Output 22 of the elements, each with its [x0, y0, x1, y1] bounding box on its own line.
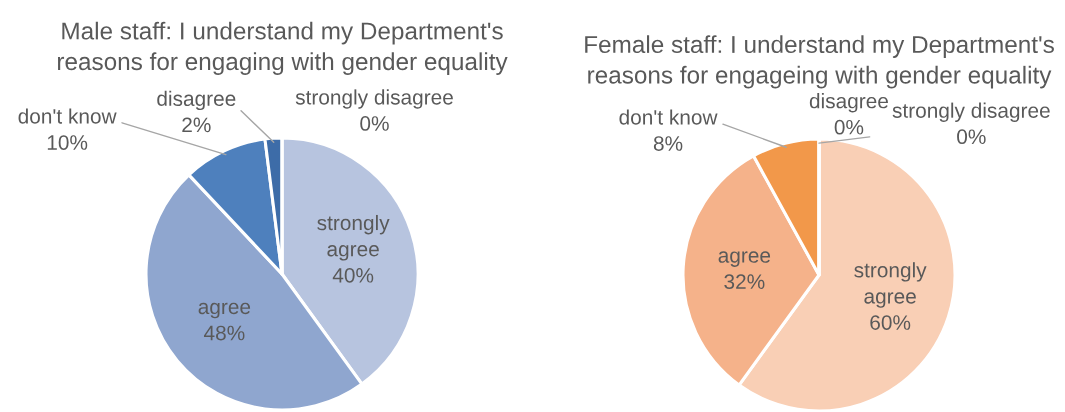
slice-label: don't know [18, 108, 117, 124]
category-label: disagree [809, 93, 888, 113]
data-label: 8% [653, 136, 683, 151]
data-label: 10% [47, 135, 88, 150]
slice-label: strongly agree [854, 262, 927, 308]
chart-title: Female staff: I understand my Department's reasons for engageing with gender equality [585, 35, 1054, 89]
slice-label: disagree [157, 90, 236, 111]
slice-label: agree [198, 302, 251, 319]
text: 0% [360, 116, 389, 131]
data-label: 40% [332, 267, 374, 283]
data-label: 32% [724, 274, 765, 289]
chart-title: Male staff: I understand my Department's reasons for engaging with gender equality [57, 21, 508, 75]
data-label: 60% [870, 315, 911, 330]
data-label: 2% [182, 117, 211, 133]
category-label: strongly disagree [295, 89, 453, 109]
category-label: strongly disagree [892, 102, 1050, 122]
slice-label: agree [718, 251, 771, 267]
text: 0% [834, 119, 864, 135]
text: 0% [957, 129, 986, 145]
slice-label: don't know [619, 109, 718, 125]
slice-label: strongly agree [317, 214, 390, 261]
data-label: 48% [204, 325, 245, 341]
